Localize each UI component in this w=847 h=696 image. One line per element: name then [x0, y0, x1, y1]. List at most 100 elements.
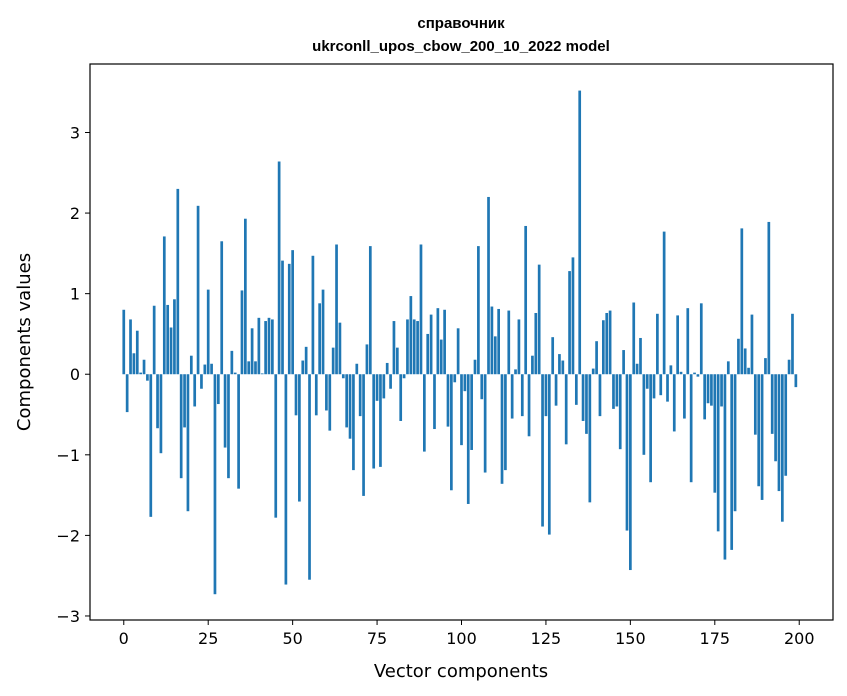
bar [162, 236, 166, 375]
bar [298, 374, 301, 502]
bar [699, 303, 703, 375]
bar [365, 344, 369, 375]
bar [750, 314, 754, 375]
bar [679, 371, 683, 375]
x-axis-label: Vector components [374, 661, 548, 682]
bar [504, 374, 507, 471]
bar [784, 374, 788, 476]
bar [416, 321, 419, 375]
bar [706, 374, 710, 404]
bar [740, 228, 744, 375]
bar [659, 374, 663, 396]
bar [605, 312, 609, 375]
bar [713, 374, 717, 493]
bar [743, 348, 747, 375]
bar [412, 319, 416, 375]
bar [483, 374, 487, 473]
bar [426, 333, 430, 375]
bar [764, 358, 767, 375]
bar [254, 361, 257, 375]
bars-group [122, 90, 798, 595]
bar [477, 246, 480, 375]
x-tick-label: 100 [446, 629, 477, 648]
bar [726, 361, 730, 375]
x-tick-label: 175 [700, 629, 731, 648]
bar [463, 374, 467, 392]
bar [189, 355, 193, 375]
bar [233, 372, 237, 375]
bar [490, 306, 494, 375]
bar [314, 374, 318, 416]
bar [281, 260, 284, 375]
bar [686, 308, 690, 375]
bar [186, 374, 190, 512]
bar [439, 339, 443, 375]
bar [122, 309, 126, 375]
bar [196, 205, 200, 375]
bar [510, 374, 514, 419]
bar [250, 328, 254, 375]
bar [419, 244, 423, 375]
bar [787, 359, 791, 375]
bar [757, 374, 761, 487]
bar [527, 374, 531, 437]
bar [358, 374, 362, 417]
bar [669, 365, 673, 375]
bar [173, 299, 176, 375]
bar [399, 374, 403, 421]
y-tick-label: 1 [70, 285, 80, 304]
y-axis-label: Components values [14, 253, 35, 431]
chart-title: справочник [417, 15, 505, 32]
bar [352, 374, 355, 471]
bar [210, 363, 213, 375]
bar [446, 374, 450, 427]
bar [179, 374, 183, 479]
bar [392, 321, 396, 375]
bar [645, 374, 649, 389]
bar [649, 374, 652, 483]
bar [760, 374, 764, 500]
x-tick-label: 75 [367, 629, 387, 648]
bar [260, 373, 264, 375]
bar [267, 317, 271, 375]
y-tick-label: −1 [56, 446, 80, 465]
bar [460, 374, 463, 446]
bar [200, 374, 203, 389]
bar [183, 374, 186, 428]
bar [574, 374, 578, 405]
bar [537, 264, 541, 375]
bar [166, 304, 170, 375]
x-tick-label: 0 [119, 629, 129, 648]
bar [433, 374, 436, 430]
bar [142, 359, 146, 375]
bar [622, 350, 625, 375]
bar [774, 374, 777, 462]
bar [345, 374, 349, 428]
bar [554, 374, 558, 406]
bar [325, 374, 328, 411]
bar [247, 361, 251, 375]
bar [470, 374, 473, 450]
bar [791, 313, 794, 375]
bar [720, 374, 723, 407]
bar [368, 246, 372, 375]
bar [159, 374, 163, 454]
bar [331, 347, 335, 375]
bar [666, 374, 669, 402]
x-tick-label: 150 [615, 629, 646, 648]
bar [652, 374, 656, 399]
bar [135, 330, 139, 375]
bar [395, 347, 399, 375]
y-tick-label: 3 [70, 123, 80, 142]
bar [341, 374, 345, 379]
bar [213, 374, 217, 595]
bar [379, 374, 382, 467]
bar [362, 374, 365, 496]
bar [635, 363, 639, 375]
bar [216, 374, 220, 405]
bar [450, 374, 453, 491]
bar [558, 354, 561, 375]
bar [578, 90, 582, 375]
bar [547, 374, 551, 535]
bar [794, 374, 798, 388]
